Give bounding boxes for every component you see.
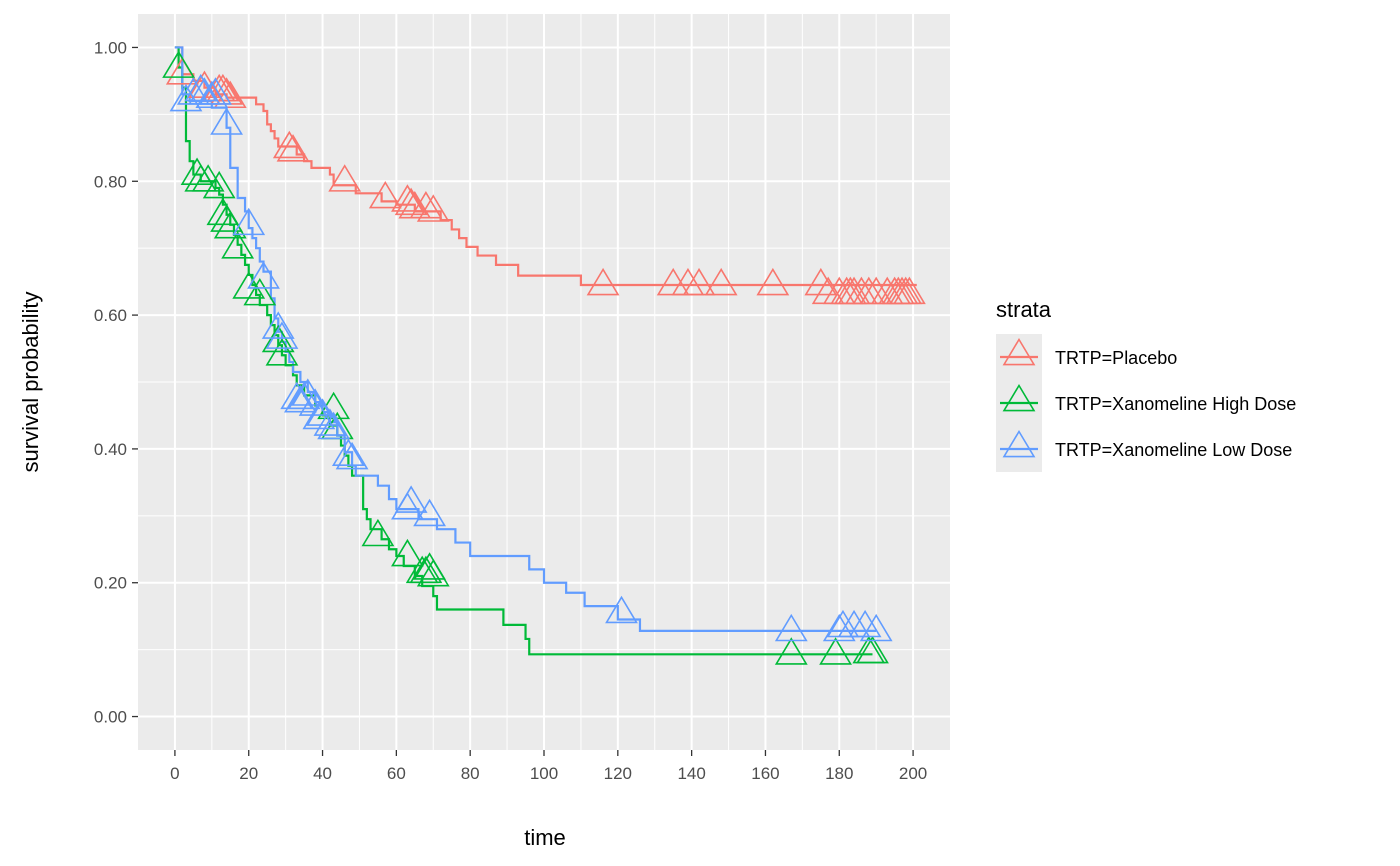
series-line-2 (174, 46, 877, 633)
legend-key-marker (1002, 337, 1036, 366)
censor-marker-0 (416, 194, 450, 222)
x-tick-label: 0 (170, 764, 179, 783)
y-tick-label: 1.00 (94, 38, 127, 57)
censor-marker-1 (391, 538, 424, 567)
censor-marker-1 (361, 518, 395, 547)
censor-marker-2 (291, 378, 325, 406)
x-tick-label: 140 (677, 764, 705, 783)
censor-marker-0 (391, 184, 424, 212)
censor-marker-2 (859, 613, 893, 642)
censor-marker-0 (394, 187, 428, 216)
censor-marker-2 (335, 441, 369, 470)
x-tick-label: 60 (387, 764, 406, 783)
censor-marker-2 (210, 107, 243, 135)
x-tick-label: 120 (604, 764, 632, 783)
y-axis-title: survival probability (18, 292, 43, 473)
censor-marker-2 (298, 388, 332, 416)
censor-marker-0 (328, 164, 362, 192)
x-axis: 0 20 40 60 80 100 120 140 160 180 200 (170, 750, 927, 783)
censor-marker-0 (586, 267, 620, 296)
censor-marker-1 (202, 170, 236, 199)
x-tick-label: 100 (530, 764, 558, 783)
y-tick-label: 0.20 (94, 574, 127, 593)
censor-marker-1 (261, 324, 295, 353)
censor-marker-2 (283, 385, 317, 413)
legend-title: strata (996, 297, 1052, 322)
y-tick-label: 0.80 (94, 172, 127, 191)
censor-marker-2 (317, 411, 351, 440)
legend-key-marker (1002, 429, 1036, 458)
censor-marker-0 (682, 267, 716, 296)
censor-marker-2 (394, 485, 428, 513)
censor-marker-2 (199, 77, 232, 105)
censor-marker-2 (265, 321, 299, 349)
x-tick-label: 180 (825, 764, 853, 783)
censor-marker-1 (856, 635, 889, 664)
x-tick-label: 20 (239, 764, 258, 783)
censor-marker-0 (409, 190, 443, 219)
censor-marker-1 (162, 50, 196, 78)
censor-marker-2 (413, 498, 446, 527)
censor-marker-2 (313, 408, 347, 436)
x-tick-label: 160 (751, 764, 779, 783)
y-tick-label: 0.60 (94, 306, 127, 325)
legend-items: TRTP=Placebo TRTP=Xanomeline High Dose TRT… (996, 334, 1296, 472)
censor-marker-1 (819, 637, 852, 665)
censor-marker-0 (213, 80, 247, 109)
censor-marker-2 (306, 398, 339, 426)
censor-marker-1 (409, 555, 443, 584)
x-axis-title: time (524, 825, 566, 850)
censor-marker-1 (774, 637, 808, 665)
x-tick-label: 200 (899, 764, 927, 783)
censor-marker-2 (774, 613, 808, 642)
censor-marker-0 (368, 180, 402, 209)
censor-marker-0 (756, 267, 790, 296)
censor-marker-1 (221, 231, 255, 259)
censor-marker-2 (848, 609, 882, 638)
censor-marker-2 (247, 261, 280, 289)
censor-marker-2 (822, 613, 856, 642)
censor-marker-0 (276, 134, 310, 162)
censor-marker-2 (331, 438, 365, 467)
x-tick-label: 40 (313, 764, 332, 783)
legend-item-label: TRTP=Xanomeline High Dose (1055, 394, 1296, 414)
censor-marker-2 (261, 311, 295, 339)
y-tick-label: 0.00 (94, 708, 127, 727)
y-tick-label: 0.40 (94, 440, 127, 459)
censor-marker-1 (265, 338, 299, 366)
legend-item-label: TRTP=Xanomeline Low Dose (1055, 440, 1292, 460)
censor-marker-2 (195, 80, 229, 109)
censor-marker-2 (605, 595, 638, 624)
legend-key-marker (1002, 383, 1036, 412)
censor-marker-0 (272, 130, 306, 159)
legend-item-label: TRTP=Placebo (1055, 348, 1177, 368)
censor-marker-1 (213, 211, 247, 239)
censor-marker-0 (804, 267, 838, 296)
legend: strata TRTP=Placebo TRTP=Xanomeline High … (996, 297, 1296, 472)
x-tick-label: 80 (461, 764, 480, 783)
censor-marker-0 (704, 267, 738, 296)
censor-marks (162, 50, 926, 665)
censor-marker-1 (416, 558, 450, 587)
censor-marker-2 (232, 207, 266, 236)
y-axis: 0.00 0.20 0.40 0.60 0.80 1.00 (94, 38, 138, 727)
censor-marker-0 (892, 276, 926, 305)
censor-marker-1 (243, 277, 277, 306)
